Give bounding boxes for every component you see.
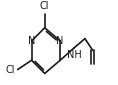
Text: Cl: Cl bbox=[6, 65, 15, 75]
Text: N: N bbox=[28, 36, 35, 46]
Text: N: N bbox=[57, 36, 64, 46]
Text: Cl: Cl bbox=[40, 1, 49, 11]
Text: NH: NH bbox=[67, 50, 82, 60]
